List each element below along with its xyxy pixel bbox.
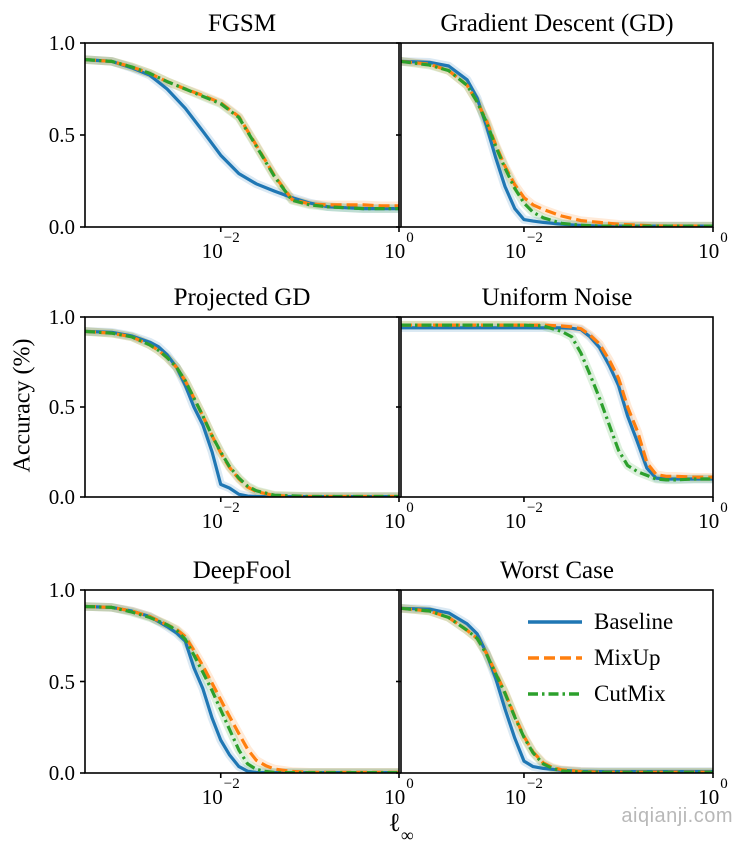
mixup-band [85, 327, 399, 497]
deepfool-yticklabel-2: 1.0 [48, 578, 75, 602]
panel-deepfool [85, 602, 399, 773]
baseline-line [401, 59, 713, 227]
cutmix-band [85, 55, 399, 213]
fgsm-xticklabel-0: 10−2 [201, 230, 240, 263]
pgd-yticklabel-2: 1.0 [48, 305, 75, 329]
gd-xticklabel-1: 100 [698, 230, 728, 263]
cutmix-line [401, 606, 713, 773]
x-axis-label-base: ℓ [388, 808, 401, 837]
cutmix-line [401, 323, 713, 482]
baseline-band [85, 327, 399, 497]
gd-xticklabel-0: 10−2 [504, 230, 543, 263]
panel-title-uniform: Uniform Noise [481, 284, 633, 311]
legend-row-cutmix: CutMix [528, 678, 666, 710]
panel-pgd [85, 327, 399, 497]
uniform-xticklabel-1: 100 [698, 500, 728, 533]
legend-label-baseline: Baseline [594, 609, 674, 634]
fgsm-xticklabel-1: 100 [384, 230, 414, 263]
baseline-band [401, 323, 713, 484]
fgsm-yticklabel-1: 0.5 [48, 123, 75, 147]
panel-uniform [401, 320, 713, 485]
baseline-line [401, 326, 713, 481]
panel-title-deepfool: DeepFool [192, 557, 292, 584]
legend-label-mixup: MixUp [594, 645, 661, 670]
baseline-line [85, 58, 399, 211]
legend-row-baseline: Baseline [528, 606, 673, 638]
mixup-band [85, 55, 399, 211]
deepfool-xticklabel-0: 10−2 [201, 776, 240, 809]
worst-xticklabel-0: 10−2 [504, 776, 543, 809]
pgd-yticklabel-1: 0.5 [48, 395, 75, 419]
legend-row-mixup: MixUp [528, 642, 660, 674]
watermark: aiqianji.com [621, 805, 733, 827]
deepfool-xticklabel-1: 100 [384, 776, 414, 809]
legend-label-cutmix: CutMix [594, 681, 666, 706]
mixup-line [401, 59, 713, 227]
baseline-line [401, 606, 713, 773]
mixup-line [85, 329, 399, 497]
uniform-spines [400, 316, 714, 498]
cutmix-band [85, 602, 399, 773]
mixup-line [85, 58, 399, 208]
fgsm-yticklabel-0: 0.0 [48, 215, 75, 239]
cutmix-band [401, 320, 713, 485]
baseline-band [401, 57, 713, 227]
cutmix-band [401, 57, 713, 227]
y-axis-label: Accuracy (%) [9, 338, 36, 473]
pgd-spines [84, 316, 400, 498]
pgd-xticklabel-0: 10−2 [201, 500, 240, 533]
deepfool-yticklabel-0: 0.0 [48, 761, 75, 785]
panel-fgsm [85, 55, 399, 213]
pgd-xticklabel-1: 100 [384, 500, 414, 533]
baseline-line [85, 329, 399, 497]
worst-xticklabel-1: 100 [698, 776, 728, 809]
uniform-xticklabel-0: 10−2 [504, 500, 543, 533]
mixup-line [401, 323, 713, 479]
panel-worst [401, 604, 713, 773]
panel-title-pgd: Projected GD [173, 284, 311, 311]
mixup-band [401, 57, 713, 227]
x-axis-label: ℓ∞ [359, 808, 443, 843]
cutmix-line [401, 59, 713, 227]
panel-gd [401, 57, 713, 227]
panel-title-gd: Gradient Descent (GD) [440, 10, 674, 37]
panel-title-fgsm: FGSM [207, 10, 277, 37]
mixup-band [401, 320, 713, 482]
x-axis-label-sub: ∞ [400, 825, 414, 843]
fgsm-yticklabel-2: 1.0 [48, 31, 75, 55]
cutmix-line [85, 329, 399, 497]
cutmix-line [85, 58, 399, 211]
panel-title-worst: Worst Case [500, 557, 614, 584]
deepfool-yticklabel-1: 0.5 [48, 669, 75, 694]
cutmix-band [85, 327, 399, 497]
baseline-band [85, 55, 399, 213]
pgd-yticklabel-0: 0.0 [48, 485, 75, 509]
